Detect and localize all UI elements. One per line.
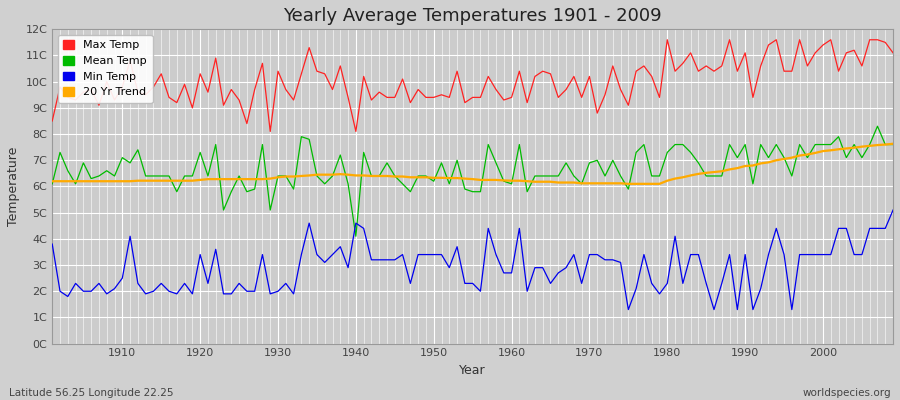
Text: Latitude 56.25 Longitude 22.25: Latitude 56.25 Longitude 22.25: [9, 388, 174, 398]
Legend: Max Temp, Mean Temp, Min Temp, 20 Yr Trend: Max Temp, Mean Temp, Min Temp, 20 Yr Tre…: [58, 35, 152, 103]
Text: worldspecies.org: worldspecies.org: [803, 388, 891, 398]
X-axis label: Year: Year: [459, 364, 486, 377]
Title: Yearly Average Temperatures 1901 - 2009: Yearly Average Temperatures 1901 - 2009: [284, 7, 662, 25]
Y-axis label: Temperature: Temperature: [7, 147, 20, 226]
